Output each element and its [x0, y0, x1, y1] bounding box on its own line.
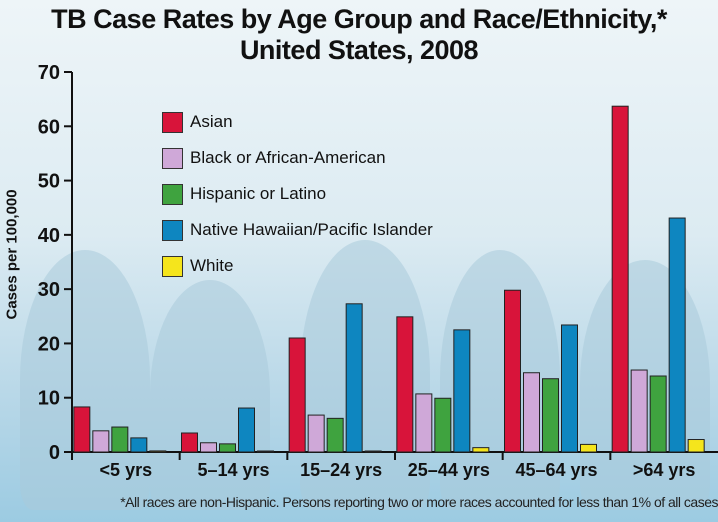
bar-white: [149, 450, 167, 453]
bar-white: [364, 450, 382, 453]
x-tick-label: 45–64 yrs: [515, 460, 597, 480]
y-tick-label: 60: [38, 116, 60, 138]
y-tick-label: 30: [38, 279, 60, 301]
y-tick-label: 50: [38, 171, 60, 193]
x-tick-label: >64 yrs: [633, 460, 696, 480]
x-tick-label: 15–24 yrs: [300, 460, 382, 480]
bar-asian: [288, 337, 306, 453]
legend-label: Asian: [190, 112, 233, 131]
legend-item: Native Hawaiian/Pacific Islander: [162, 212, 433, 248]
legend-label: Hispanic or Latino: [190, 184, 327, 203]
bar-black-or-african-american: [307, 414, 325, 453]
legend-label: Black or African-American: [190, 148, 386, 167]
bar-asian: [504, 289, 521, 453]
y-tick-label: 40: [38, 225, 60, 247]
legend-item: White: [162, 248, 433, 284]
legend-swatch: [162, 147, 183, 169]
legend-item: Asian: [162, 104, 433, 140]
legend-swatch: [162, 219, 183, 241]
footnote: *All races are non-Hispanic. Persons rep…: [120, 494, 718, 510]
legend-item: Hispanic or Latino: [162, 176, 433, 212]
legend-label: Native Hawaiian/Pacific Islander: [190, 220, 433, 239]
x-tick-label: 5–14 yrs: [197, 460, 269, 480]
bar-asian: [611, 105, 629, 453]
bar-native-hawaiian-pacific-islander: [668, 217, 686, 453]
legend: Asian Black or African-American Hispanic o…: [162, 104, 433, 284]
legend-swatch: [162, 255, 183, 277]
bar-hispanic-or-latino: [219, 443, 236, 453]
bar-black-or-african-american: [415, 393, 433, 453]
bar-black-or-african-american: [630, 369, 648, 453]
bar-white: [580, 443, 597, 453]
legend-label: White: [190, 256, 234, 275]
y-tick-label: 70: [38, 62, 60, 84]
chart-title: TB Case Rates by Age Group and Race/Ethn…: [0, 4, 718, 66]
legend-item: Black or African-American: [162, 140, 433, 176]
legend-swatch: [162, 111, 183, 133]
title-line-2: United States, 2008: [239, 35, 479, 65]
bar-black-or-african-american: [523, 372, 540, 453]
bar-hispanic-or-latino: [326, 417, 344, 453]
background-figure: [20, 250, 150, 510]
bar-hispanic-or-latino: [542, 378, 559, 453]
x-tick-label: 25–44 yrs: [408, 460, 490, 480]
legend-swatch: [162, 183, 183, 205]
y-tick-label: 20: [38, 333, 60, 355]
bar-hispanic-or-latino: [649, 375, 667, 453]
y-tick-label: 0: [49, 442, 60, 464]
bar-hispanic-or-latino: [434, 397, 452, 453]
bar-native-hawaiian-pacific-islander: [453, 329, 471, 453]
bar-black-or-african-american: [92, 430, 110, 453]
title-line-1: TB Case Rates by Age Group and Race/Ethn…: [51, 4, 667, 34]
bar-white: [257, 450, 274, 453]
bar-white: [472, 447, 490, 453]
bar-asian: [73, 406, 91, 453]
bar-asian: [396, 316, 414, 453]
background-figure: [150, 280, 270, 510]
bar-asian: [181, 432, 198, 453]
bar-native-hawaiian-pacific-islander: [130, 437, 148, 453]
bar-native-hawaiian-pacific-islander: [561, 324, 578, 453]
y-tick-label: 10: [38, 388, 60, 410]
bar-hispanic-or-latino: [111, 426, 129, 453]
bar-white: [687, 439, 705, 453]
bar-native-hawaiian-pacific-islander: [238, 407, 255, 453]
bar-native-hawaiian-pacific-islander: [345, 303, 363, 453]
x-tick-label: <5 yrs: [100, 460, 153, 480]
bar-black-or-african-american: [200, 442, 217, 453]
